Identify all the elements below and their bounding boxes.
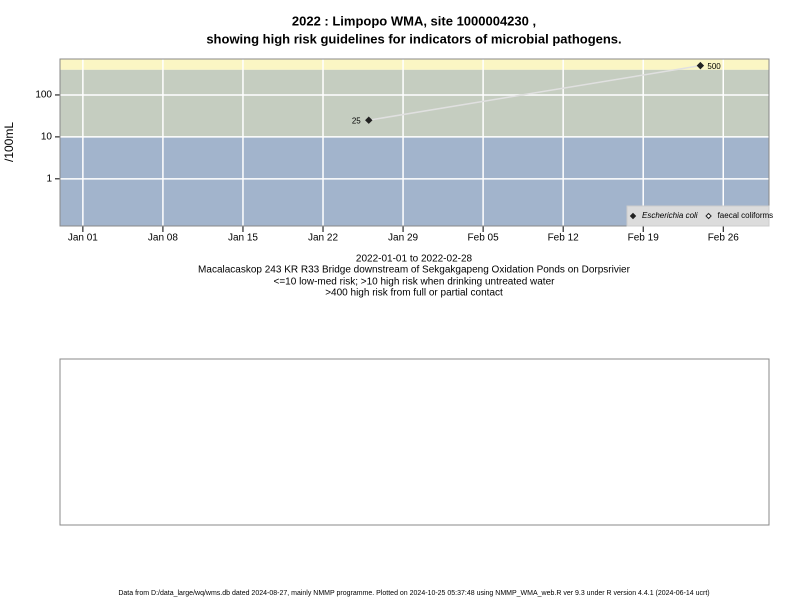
empty-panel <box>59 358 770 526</box>
plot-frame <box>59 58 770 227</box>
legend-marker <box>705 212 712 220</box>
data-label: 500 <box>707 62 721 71</box>
x-tick-label: Feb 12 <box>548 233 580 244</box>
risk-band <box>60 69 769 137</box>
x-axis-label: 2022-01-01 to 2022-02-28 <box>356 254 473 265</box>
legend-label: faecal coliforms <box>718 211 774 220</box>
y-tick-label: 10 <box>41 132 53 143</box>
x-tick-label: Jan 29 <box>388 233 418 244</box>
note: >400 high risk from full or partial cont… <box>325 288 503 299</box>
x-tick-label: Feb 19 <box>628 233 660 244</box>
chart-title: showing high risk guidelines for indicat… <box>206 31 621 46</box>
x-tick-label: Feb 26 <box>708 233 740 244</box>
x-tick-label: Jan 15 <box>228 233 258 244</box>
legend-label: Escherichia coli <box>642 211 698 220</box>
x-tick-label: Jan 01 <box>68 233 98 244</box>
legend-marker <box>629 212 637 220</box>
data-point <box>696 61 705 70</box>
data-label: 25 <box>352 116 361 125</box>
y-tick-label: 100 <box>35 90 52 101</box>
risk-band <box>60 59 769 70</box>
chart-title: 2022 : Limpopo WMA, site 1000004230 , <box>292 13 536 28</box>
note: Macalacaskop 243 KR R33 Bridge downstrea… <box>198 265 631 276</box>
y-axis-label: /100mL <box>2 122 16 162</box>
legend-box <box>626 205 770 227</box>
x-tick-label: Feb 05 <box>468 233 500 244</box>
y-tick-label: 1 <box>46 173 52 184</box>
x-tick-label: Jan 08 <box>148 233 178 244</box>
data-point <box>365 116 373 124</box>
series-line <box>368 64 701 121</box>
note: <=10 low-med risk; >10 high risk when dr… <box>274 277 556 288</box>
footer: Data from D:/data_large/wq/wms.db dated … <box>118 590 709 597</box>
x-tick-label: Jan 22 <box>308 233 338 244</box>
